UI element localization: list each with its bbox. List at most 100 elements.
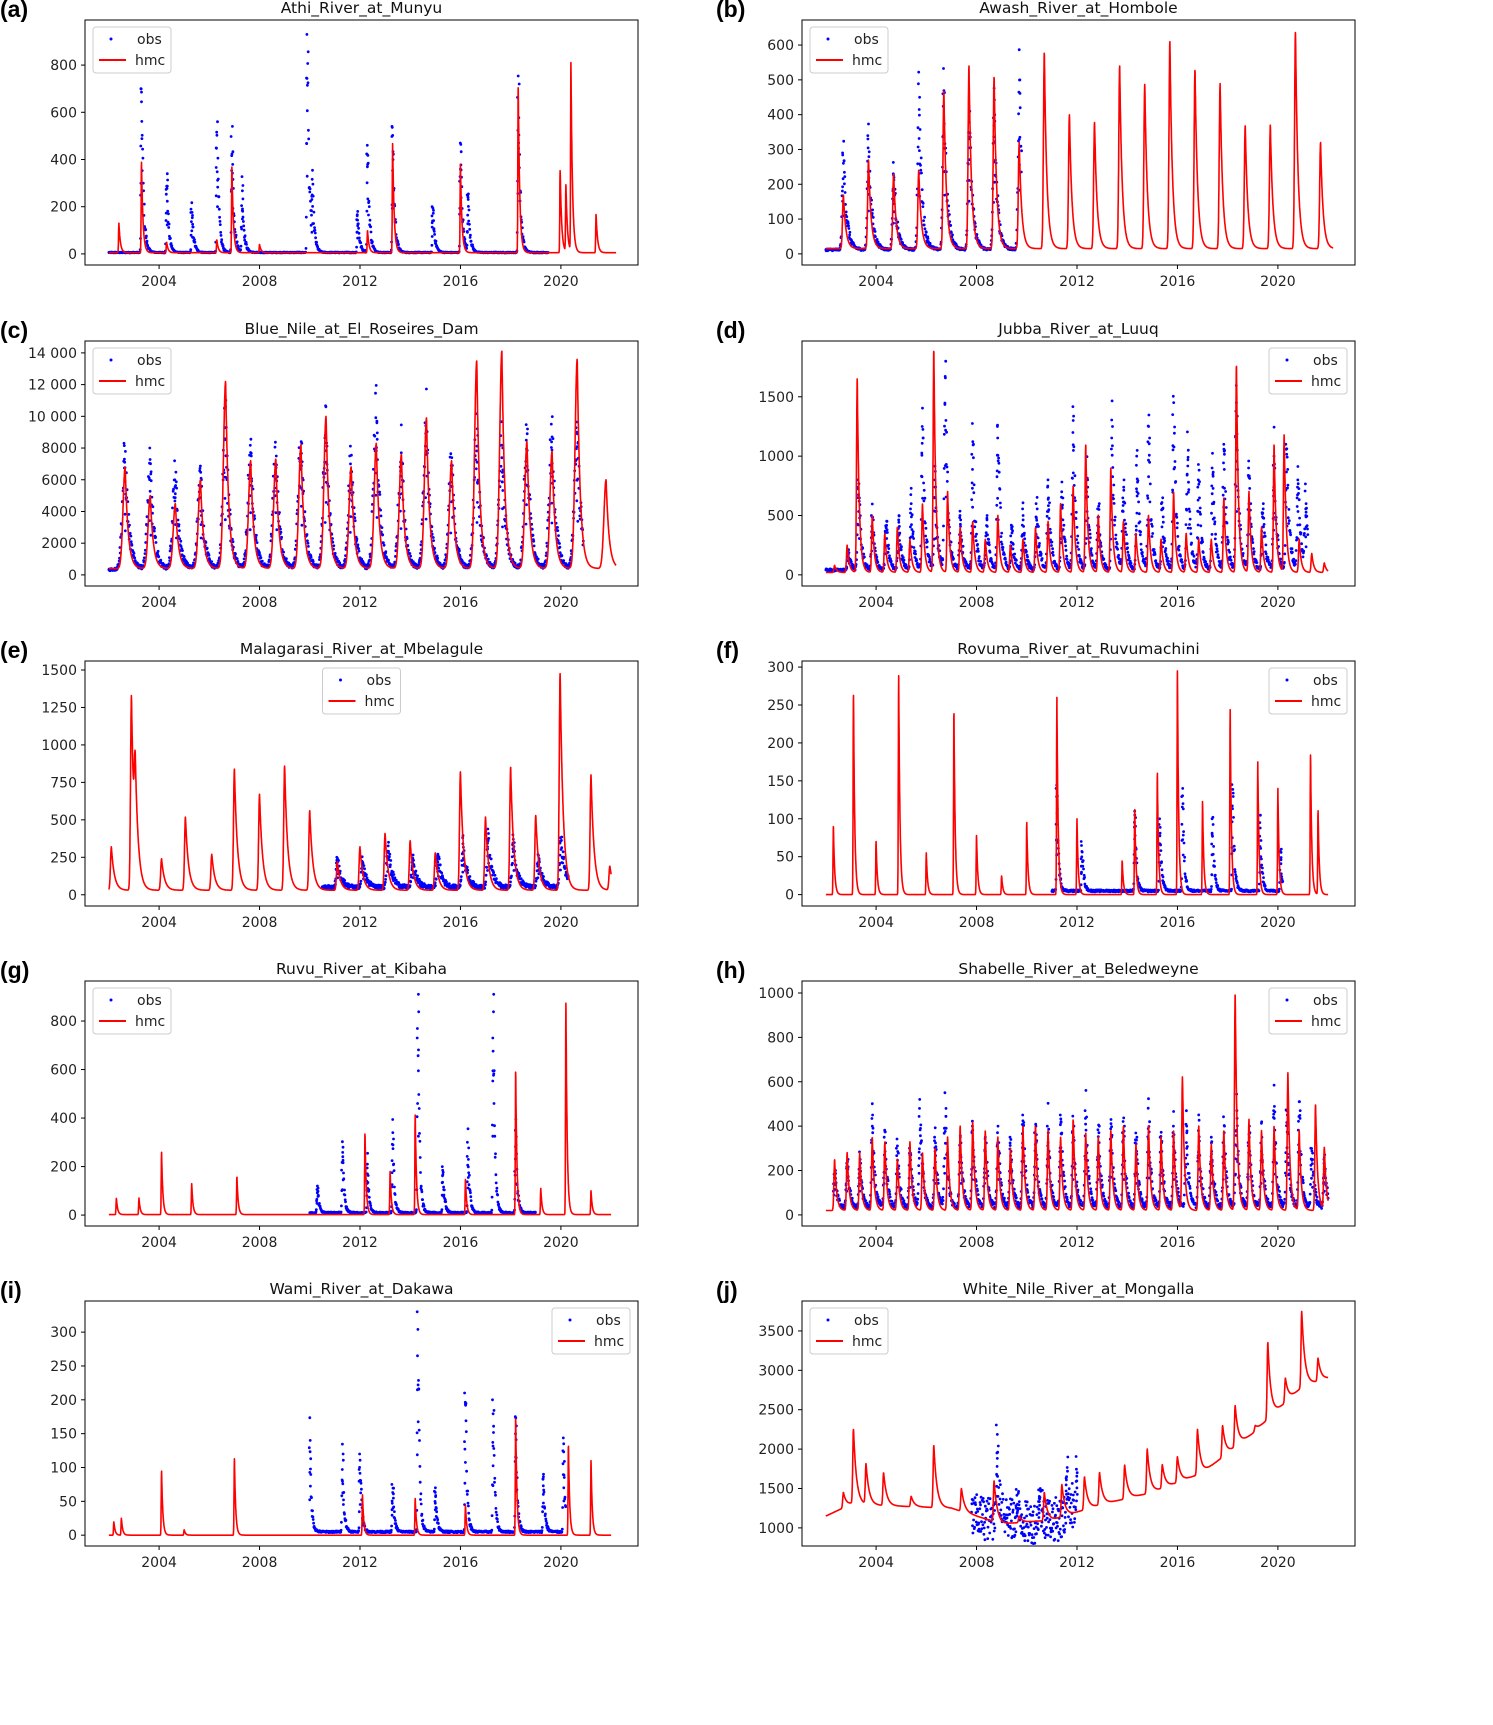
obs-point xyxy=(355,245,358,249)
obs-point xyxy=(1018,92,1022,95)
obs-point xyxy=(1252,547,1255,550)
obs-point xyxy=(1148,460,1151,464)
obs-point xyxy=(430,205,434,209)
obs-point xyxy=(231,125,234,128)
obs-point xyxy=(550,435,554,439)
obs-point xyxy=(380,526,384,529)
obs-point xyxy=(871,216,875,219)
y-tick-label: 100 xyxy=(767,212,794,228)
obs-point xyxy=(1126,550,1130,554)
obs-point xyxy=(310,193,314,197)
obs-point xyxy=(1123,501,1127,505)
obs-point xyxy=(1201,540,1204,544)
obs-point xyxy=(915,559,919,562)
obs-point xyxy=(842,159,846,163)
obs-point xyxy=(430,243,434,247)
x-tick-label: 2004 xyxy=(141,595,177,611)
obs-point xyxy=(1287,522,1290,525)
obs-point xyxy=(1216,553,1220,557)
obs-point xyxy=(971,422,974,425)
obs-point xyxy=(913,550,917,553)
obs-point xyxy=(241,217,244,221)
obs-point xyxy=(382,541,385,545)
obs-point xyxy=(221,244,225,248)
obs-point xyxy=(916,561,919,565)
obs-point xyxy=(165,184,169,188)
obs-point xyxy=(306,50,310,54)
obs-point xyxy=(323,521,327,524)
obs-point xyxy=(941,558,945,562)
obs-point xyxy=(242,220,245,223)
x-tick-label: 2012 xyxy=(342,274,378,290)
obs-point xyxy=(560,554,564,557)
obs-point xyxy=(1184,523,1188,526)
obs-point xyxy=(324,405,328,409)
obs-point xyxy=(157,555,161,559)
obs-point xyxy=(976,547,980,551)
obs-point xyxy=(220,238,224,242)
obs-point xyxy=(305,109,309,113)
obs-point xyxy=(313,226,316,230)
obs-point xyxy=(1186,455,1190,459)
obs-point xyxy=(190,201,194,205)
obs-point xyxy=(1228,550,1232,554)
obs-point xyxy=(924,230,928,234)
obs-point xyxy=(998,501,1002,505)
obs-point xyxy=(946,470,949,474)
obs-point xyxy=(1139,530,1142,534)
obs-point xyxy=(285,557,288,560)
obs-point xyxy=(129,540,133,544)
obs-point xyxy=(944,419,948,422)
obs-point xyxy=(1252,550,1256,553)
obs-point xyxy=(1303,489,1307,493)
obs-point xyxy=(945,430,948,434)
obs-point xyxy=(922,499,926,503)
obs-point xyxy=(173,496,177,500)
obs-point xyxy=(1283,544,1287,547)
obs-point xyxy=(550,501,554,505)
obs-point xyxy=(550,446,553,449)
obs-point xyxy=(173,492,177,496)
obs-point xyxy=(1211,451,1214,455)
obs-point xyxy=(1279,557,1283,561)
obs-point xyxy=(465,193,469,197)
x-tick-label: 2020 xyxy=(1260,274,1296,290)
obs-point xyxy=(1110,418,1114,422)
obs-point xyxy=(1222,461,1225,465)
obs-point xyxy=(1301,555,1305,559)
obs-point xyxy=(1125,542,1129,545)
obs-point xyxy=(887,547,891,550)
obs-point xyxy=(304,215,308,219)
obs-point xyxy=(311,205,314,208)
obs-point xyxy=(922,219,925,223)
obs-point xyxy=(467,208,471,212)
obs-point xyxy=(972,491,976,495)
obs-point xyxy=(972,456,975,460)
obs-point xyxy=(1213,520,1217,524)
obs-point xyxy=(1171,448,1175,452)
obs-point xyxy=(1285,447,1289,451)
legend-obs-label: obs xyxy=(137,353,162,369)
obs-point xyxy=(909,486,913,490)
obs-point xyxy=(918,95,921,99)
obs-point xyxy=(1065,554,1069,558)
obs-point xyxy=(365,152,369,156)
obs-point xyxy=(312,210,316,214)
obs-point xyxy=(449,531,453,535)
obs-point xyxy=(500,456,504,460)
obs-point xyxy=(1136,492,1140,495)
obs-point xyxy=(920,171,923,175)
obs-point xyxy=(1004,560,1008,564)
obs-point xyxy=(255,533,258,537)
obs-point xyxy=(1294,562,1297,566)
obs-point xyxy=(1045,514,1049,518)
obs-point xyxy=(501,480,504,484)
obs-point xyxy=(244,240,248,244)
obs-point xyxy=(1112,483,1116,487)
obs-point xyxy=(1111,444,1114,448)
obs-point xyxy=(1296,482,1300,486)
obs-point xyxy=(979,243,983,247)
obs-point xyxy=(952,557,955,561)
obs-point xyxy=(305,174,309,178)
